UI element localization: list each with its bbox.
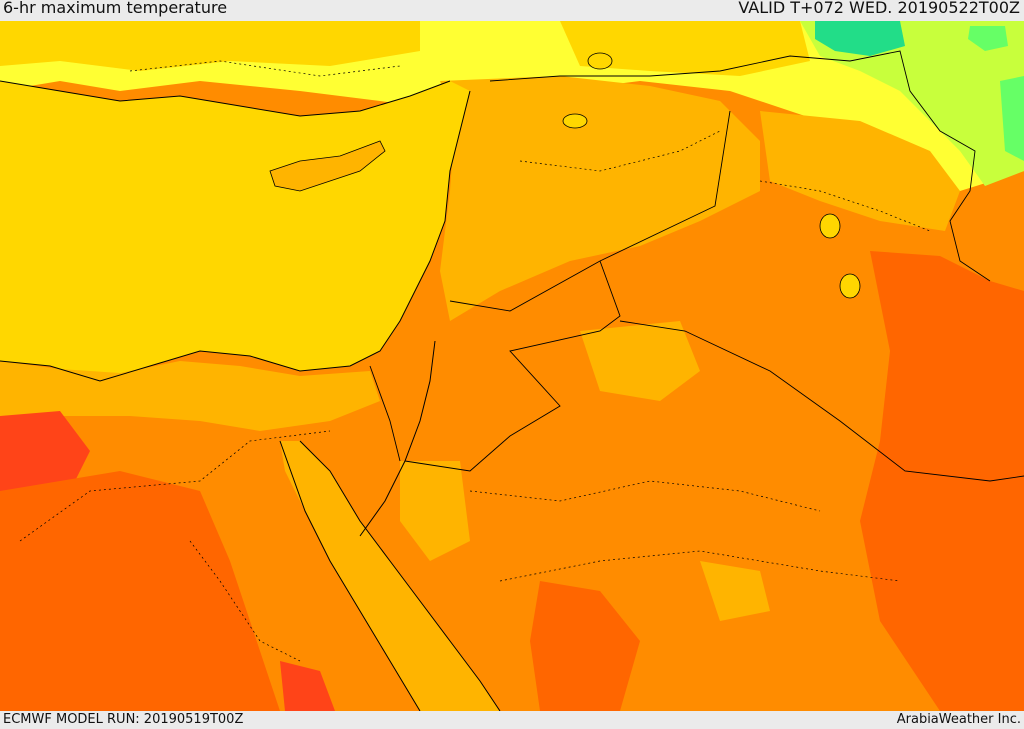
lake-north — [587, 52, 613, 70]
region-warm-sinai — [400, 461, 470, 561]
region-warm-northcentral — [560, 21, 810, 76]
region-warm-north — [0, 21, 420, 71]
iraq-saudi-border — [619, 320, 1024, 482]
region-cold-east — [968, 26, 1008, 51]
red-sea-west-coast — [279, 440, 421, 711]
region-very-hot-egypt — [0, 471, 280, 711]
turkey-coastline — [0, 80, 451, 117]
region-cool — [800, 21, 1024, 186]
valid-time: VALID T+072 WED. 20190522T00Z — [738, 0, 1020, 17]
region-warm-levant — [440, 76, 760, 321]
red-sea-east-coast — [299, 440, 501, 711]
region-very-hot-saudi — [530, 581, 640, 711]
lake-assad — [562, 113, 588, 129]
med-coastline — [0, 90, 471, 382]
region-warm-jordan — [580, 321, 700, 401]
footer-bar: ECMWF MODEL RUN: 20190519T00Z ArabiaWeat… — [0, 711, 1024, 729]
region-warm-egypt-coast — [0, 361, 380, 431]
map-title: 6-hr maximum temperature — [3, 0, 228, 17]
region-cold — [815, 21, 905, 56]
province-line-saudi-south — [499, 550, 901, 582]
red-sea — [280, 441, 500, 711]
region-extreme-egypt — [0, 411, 90, 501]
region-warm-north-iraq — [760, 111, 960, 231]
province-line-iraq — [759, 180, 931, 232]
temperature-map — [0, 21, 1024, 711]
map-canvas — [0, 21, 1024, 711]
region-very-hot-iraq — [860, 251, 1024, 711]
region-extreme-egypt-south — [280, 661, 335, 711]
province-line-syria — [519, 130, 721, 172]
jordan-border — [404, 260, 621, 472]
lake-tharthar — [819, 213, 841, 239]
lake-habbaniyah — [839, 273, 861, 299]
header-bar: 6-hr maximum temperature VALID T+072 WED… — [0, 0, 1024, 21]
province-line-egypt-south — [189, 540, 301, 662]
province-line-egypt — [19, 430, 331, 542]
turkey-border — [489, 50, 991, 282]
credit-label: ArabiaWeather Inc. — [896, 712, 1021, 727]
model-run-label: ECMWF MODEL RUN: 20190519T00Z — [3, 712, 244, 727]
province-line-saudi — [469, 480, 821, 512]
province-line-turkey — [129, 60, 401, 77]
egypt-israel-border — [369, 365, 401, 462]
gulf-aqaba-coast — [359, 340, 436, 537]
region-cold-edge — [1000, 76, 1024, 161]
cyprus-island — [269, 140, 386, 192]
region-warm-saudi — [700, 561, 770, 621]
